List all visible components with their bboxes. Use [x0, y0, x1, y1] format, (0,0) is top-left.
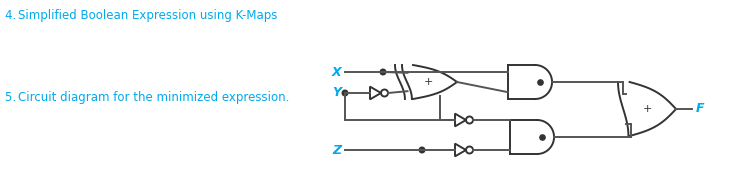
Text: F: F [696, 102, 705, 115]
Text: Z: Z [332, 143, 341, 156]
Circle shape [342, 90, 348, 96]
Text: Y: Y [332, 86, 341, 99]
Text: +: + [643, 104, 652, 114]
Circle shape [419, 147, 425, 153]
Text: +: + [424, 77, 433, 87]
Text: Simplified Boolean Expression using K-Maps: Simplified Boolean Expression using K-Ma… [18, 9, 277, 22]
Text: Circuit diagram for the minimized expression.: Circuit diagram for the minimized expres… [18, 91, 289, 104]
Text: 5.: 5. [5, 91, 20, 104]
Text: X: X [331, 65, 341, 78]
Text: 4.: 4. [5, 9, 20, 22]
Circle shape [380, 69, 386, 75]
